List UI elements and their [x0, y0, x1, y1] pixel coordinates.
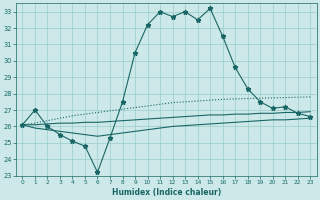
X-axis label: Humidex (Indice chaleur): Humidex (Indice chaleur) — [112, 188, 221, 197]
